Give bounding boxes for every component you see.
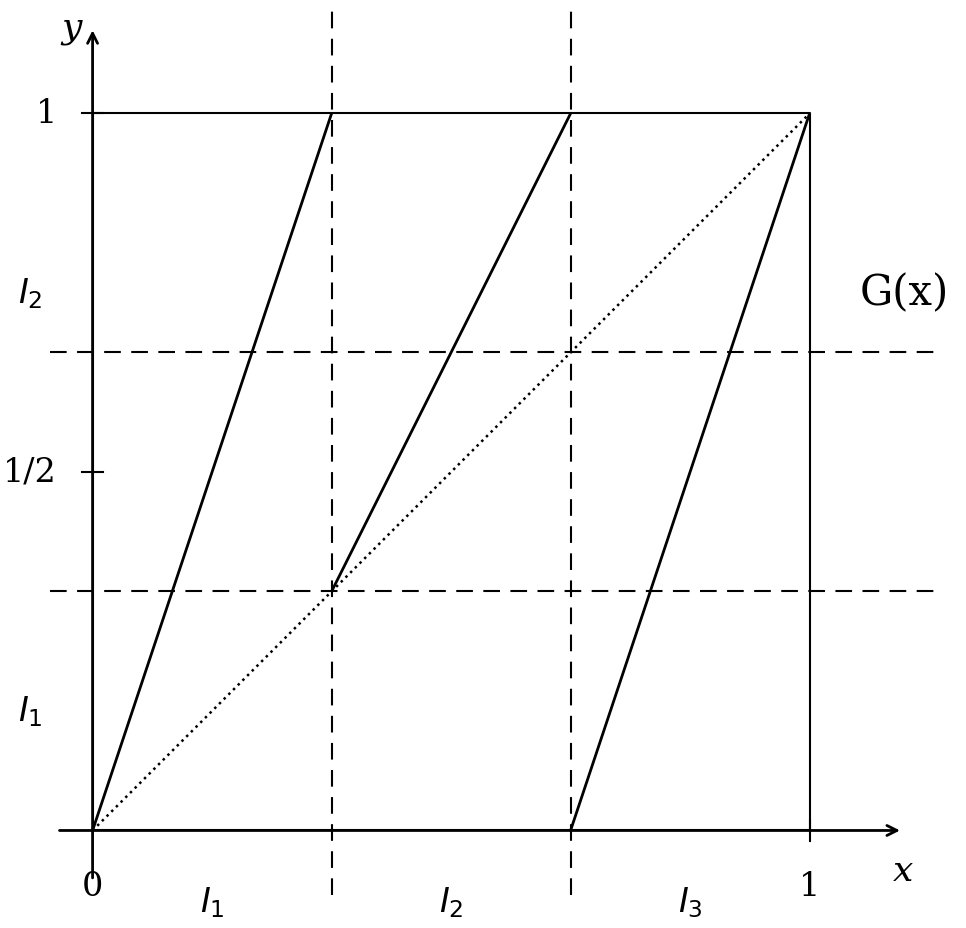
Text: 1: 1 bbox=[36, 98, 57, 130]
Text: 1: 1 bbox=[799, 870, 820, 902]
Text: $I_3$: $I_3$ bbox=[678, 884, 702, 919]
Text: $I_1$: $I_1$ bbox=[17, 694, 43, 728]
Text: $I_2$: $I_2$ bbox=[439, 884, 464, 919]
Text: 0: 0 bbox=[82, 870, 103, 902]
Text: G(x): G(x) bbox=[860, 273, 949, 315]
Text: $I_2$: $I_2$ bbox=[18, 277, 43, 311]
Text: x: x bbox=[893, 853, 913, 887]
Text: 1/2: 1/2 bbox=[3, 457, 57, 488]
Text: y: y bbox=[61, 11, 81, 45]
Text: $I_1$: $I_1$ bbox=[200, 884, 224, 919]
